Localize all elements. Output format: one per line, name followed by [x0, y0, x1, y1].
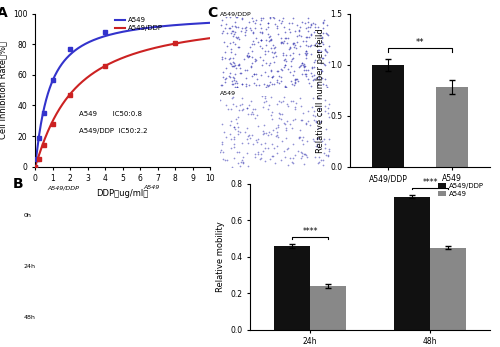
Legend: A549/DDP, A549: A549/DDP, A549: [435, 180, 486, 200]
A549: [139, 26, 145, 31]
Line: A549: A549: [35, 23, 210, 167]
A549: [32, 160, 38, 164]
A549: [207, 21, 213, 25]
Bar: [274, 246, 310, 330]
A549: [136, 27, 142, 31]
Text: 0h: 0h: [24, 213, 32, 218]
Bar: [310, 286, 346, 330]
Y-axis label: Relative mobility: Relative mobility: [216, 221, 224, 292]
A549/DDP: [136, 50, 142, 54]
Text: A: A: [0, 6, 7, 20]
Text: A549/DDP: A549/DDP: [48, 185, 80, 190]
Legend: A549, A549/DDP: A549, A549/DDP: [112, 14, 166, 34]
Bar: [436, 87, 468, 167]
A549/DDP: [139, 49, 145, 53]
A549/DDP: [190, 39, 196, 43]
A549/DDP: [136, 50, 141, 54]
Bar: [372, 65, 404, 167]
A549: [32, 164, 38, 169]
A549/DDP: [32, 163, 38, 167]
A549: [180, 23, 186, 27]
Bar: [394, 197, 430, 330]
Text: 48h: 48h: [24, 315, 36, 320]
Line: A549/DDP: A549/DDP: [35, 38, 210, 167]
Text: **: **: [416, 39, 424, 48]
Text: A549/DDP  IC50:2.2: A549/DDP IC50:2.2: [79, 128, 147, 134]
A549: [136, 27, 141, 31]
A549/DDP: [207, 36, 213, 40]
Text: A549       IC50:0.8: A549 IC50:0.8: [79, 111, 142, 117]
A549/DDP: [180, 40, 186, 44]
A549/DDP: [32, 164, 38, 169]
A549: [190, 22, 196, 26]
Y-axis label: Cell Inhibition Rate（%）: Cell Inhibition Rate（%）: [0, 41, 8, 139]
Text: ****: ****: [302, 227, 318, 236]
Text: 24h: 24h: [24, 264, 36, 269]
Text: C: C: [207, 6, 217, 20]
Text: A549: A549: [143, 185, 160, 190]
X-axis label: DDP（ug/ml）: DDP（ug/ml）: [96, 189, 148, 198]
Y-axis label: Relative cell number per feild: Relative cell number per feild: [316, 28, 324, 153]
Text: ****: ****: [422, 178, 438, 187]
Text: B: B: [13, 177, 24, 191]
Bar: [430, 248, 466, 330]
